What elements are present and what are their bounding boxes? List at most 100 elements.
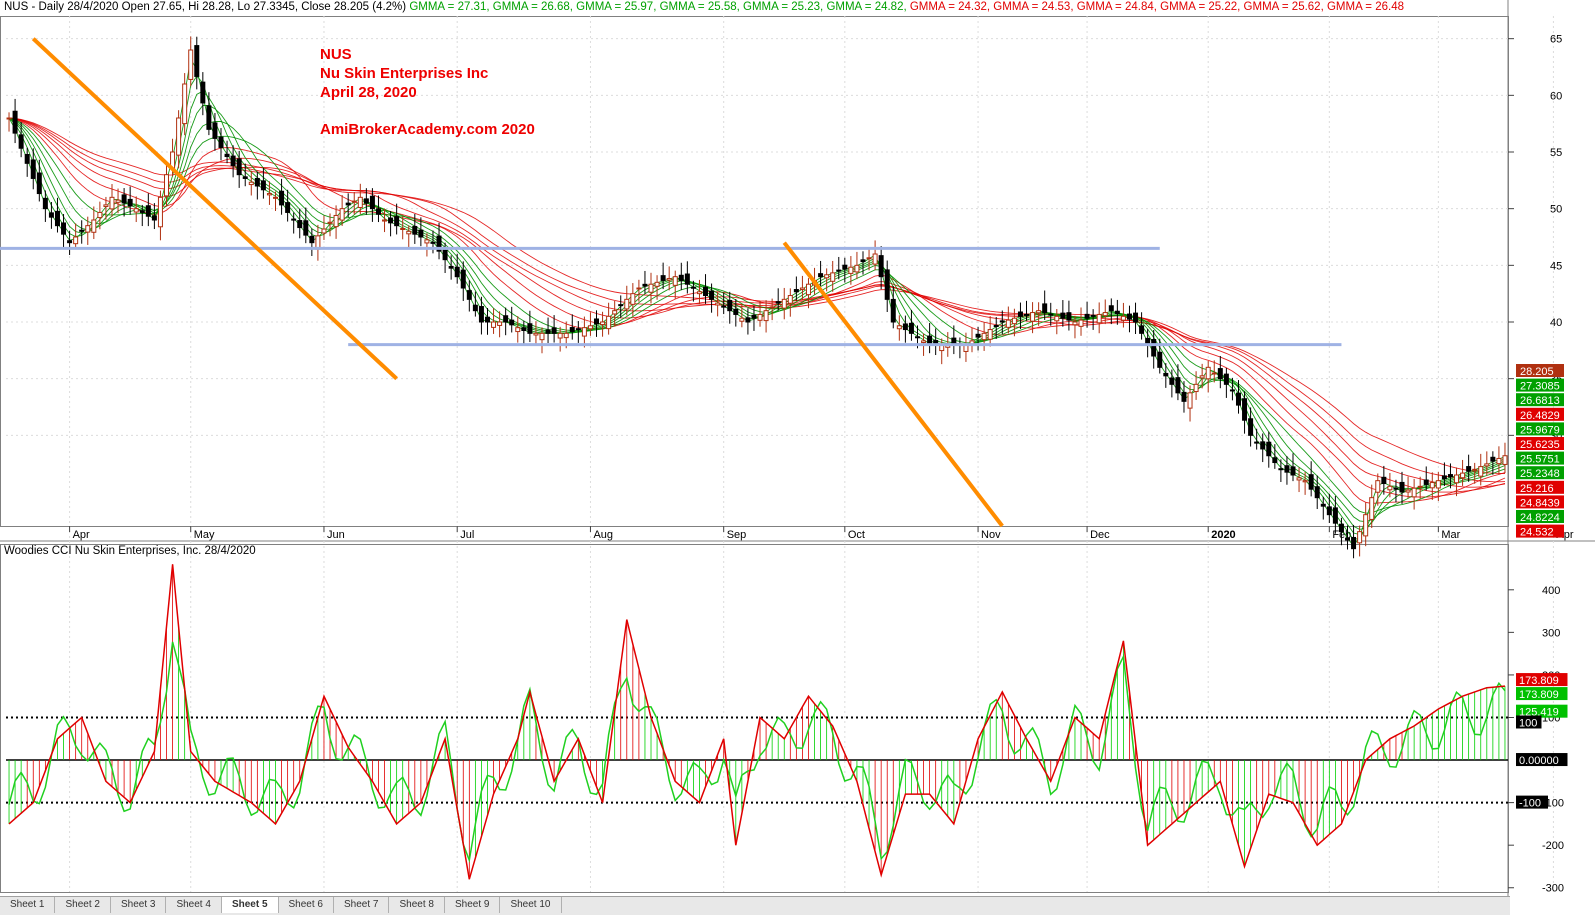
sheet-tab-10[interactable]: Sheet 10 <box>500 897 562 913</box>
cci-label-bg <box>1516 753 1568 767</box>
gmma-value-7: GMMA = 24.53, <box>990 1 1074 13</box>
candle-body <box>1066 312 1072 321</box>
sheet-tab-6[interactable]: Sheet 6 <box>279 897 334 913</box>
gmma-value-11: GMMA = 26.48 <box>1323 1 1405 13</box>
y-tick-label: 65 <box>1550 34 1562 46</box>
candle-body <box>1478 466 1484 477</box>
candle-body <box>1229 389 1235 392</box>
candle-body <box>642 283 648 287</box>
x-tick-label: Dec <box>1090 529 1110 541</box>
sheet-tab-3[interactable]: Sheet 3 <box>111 897 167 913</box>
candle-body <box>333 214 339 228</box>
candle-body <box>1387 485 1393 491</box>
candle-body <box>696 291 702 295</box>
candle-body <box>1054 315 1060 322</box>
candle-body <box>248 181 254 186</box>
candle-body <box>200 81 206 104</box>
candle-body <box>436 235 442 252</box>
sheet-tab-5[interactable]: Sheet 5 <box>221 897 279 913</box>
candle-body <box>18 134 24 149</box>
price-label: 25.9679 <box>1520 424 1560 436</box>
trend-line-2 <box>782 241 1004 528</box>
candle-body <box>921 340 927 343</box>
candle-body <box>133 208 139 213</box>
candle-body <box>297 220 303 229</box>
candle-body <box>466 290 472 300</box>
candle-body <box>1114 310 1120 315</box>
candle-body <box>1036 310 1042 314</box>
candle-body <box>727 299 733 312</box>
candle-body <box>85 225 91 233</box>
candle-body <box>739 317 745 322</box>
candle-body <box>902 323 908 331</box>
candle-body <box>1205 366 1211 380</box>
candle-body <box>878 255 884 278</box>
candle-body <box>478 306 484 323</box>
candle-body <box>375 208 381 215</box>
sheet-tab-2[interactable]: Sheet 2 <box>55 897 111 913</box>
candle-body <box>460 269 466 289</box>
candle-body <box>1084 313 1090 319</box>
candle-body <box>224 153 230 158</box>
price-label: 28.205 <box>1520 366 1554 378</box>
candle-body <box>48 212 54 218</box>
sheet-tab-4[interactable]: Sheet 4 <box>166 897 222 913</box>
cci-y-tick-label: -300 <box>1542 883 1564 895</box>
candle-body <box>1223 373 1229 385</box>
candle-body <box>703 286 709 297</box>
candle-body <box>363 198 369 204</box>
candle-body <box>896 325 902 330</box>
candle-body <box>1472 468 1478 471</box>
candle-body <box>145 205 151 217</box>
candle-body <box>775 301 781 304</box>
gmma-value-1: GMMA = 26.68, <box>489 1 573 13</box>
candle-body <box>787 295 793 304</box>
sheet-tab-1[interactable]: Sheet 1 <box>0 897 56 913</box>
candle-body <box>1302 480 1308 483</box>
candle-body <box>206 105 212 130</box>
candle-body <box>36 172 42 195</box>
gmma-value-10: GMMA = 25.62, <box>1240 1 1324 13</box>
candle-body <box>842 264 848 270</box>
candle-body <box>1369 497 1375 520</box>
price-label-bg <box>1516 524 1564 538</box>
candle-body <box>1441 475 1447 480</box>
candle-body <box>412 225 418 235</box>
candle-body <box>382 219 388 222</box>
candle-body <box>1314 486 1320 499</box>
candle-body <box>279 190 285 206</box>
candle-body <box>194 45 200 77</box>
header-prefix: NUS - Daily 28/4/2020 Open 27.65, Hi 28.… <box>4 1 407 13</box>
candle-body <box>97 211 103 219</box>
candle-body <box>1096 313 1102 324</box>
sheet-tab-7[interactable]: Sheet 7 <box>334 897 390 913</box>
candle-body <box>406 230 412 235</box>
price-label: 26.4829 <box>1520 410 1560 422</box>
price-label: 25.2348 <box>1520 468 1560 480</box>
candle-body <box>805 283 811 296</box>
cci-line <box>8 564 1506 880</box>
candle-body <box>1126 313 1132 320</box>
candle-body <box>151 215 157 221</box>
candle-body <box>254 177 260 187</box>
candle-body <box>291 218 297 221</box>
candle-body <box>581 327 587 337</box>
candle-body <box>503 315 509 323</box>
candle-body <box>1381 476 1387 485</box>
candle-body <box>1042 303 1048 314</box>
y-tick-label: 45 <box>1550 260 1562 272</box>
price-label-bg <box>1516 422 1564 436</box>
candle-body <box>1454 474 1460 484</box>
sheet-tab-9[interactable]: Sheet 9 <box>445 897 501 913</box>
candle-body <box>218 136 224 148</box>
candle-body <box>1405 489 1411 493</box>
sheet-tab-8[interactable]: Sheet 8 <box>389 897 445 913</box>
price-label: 25.216 <box>1520 483 1554 495</box>
candle-body <box>303 220 309 236</box>
cci-label: 0.00000 <box>1519 755 1559 767</box>
x-tick-label: Jun <box>327 529 345 541</box>
candle-body <box>1090 314 1096 317</box>
candle-body <box>509 319 515 326</box>
candle-body <box>339 208 345 221</box>
candle-body <box>751 314 757 319</box>
